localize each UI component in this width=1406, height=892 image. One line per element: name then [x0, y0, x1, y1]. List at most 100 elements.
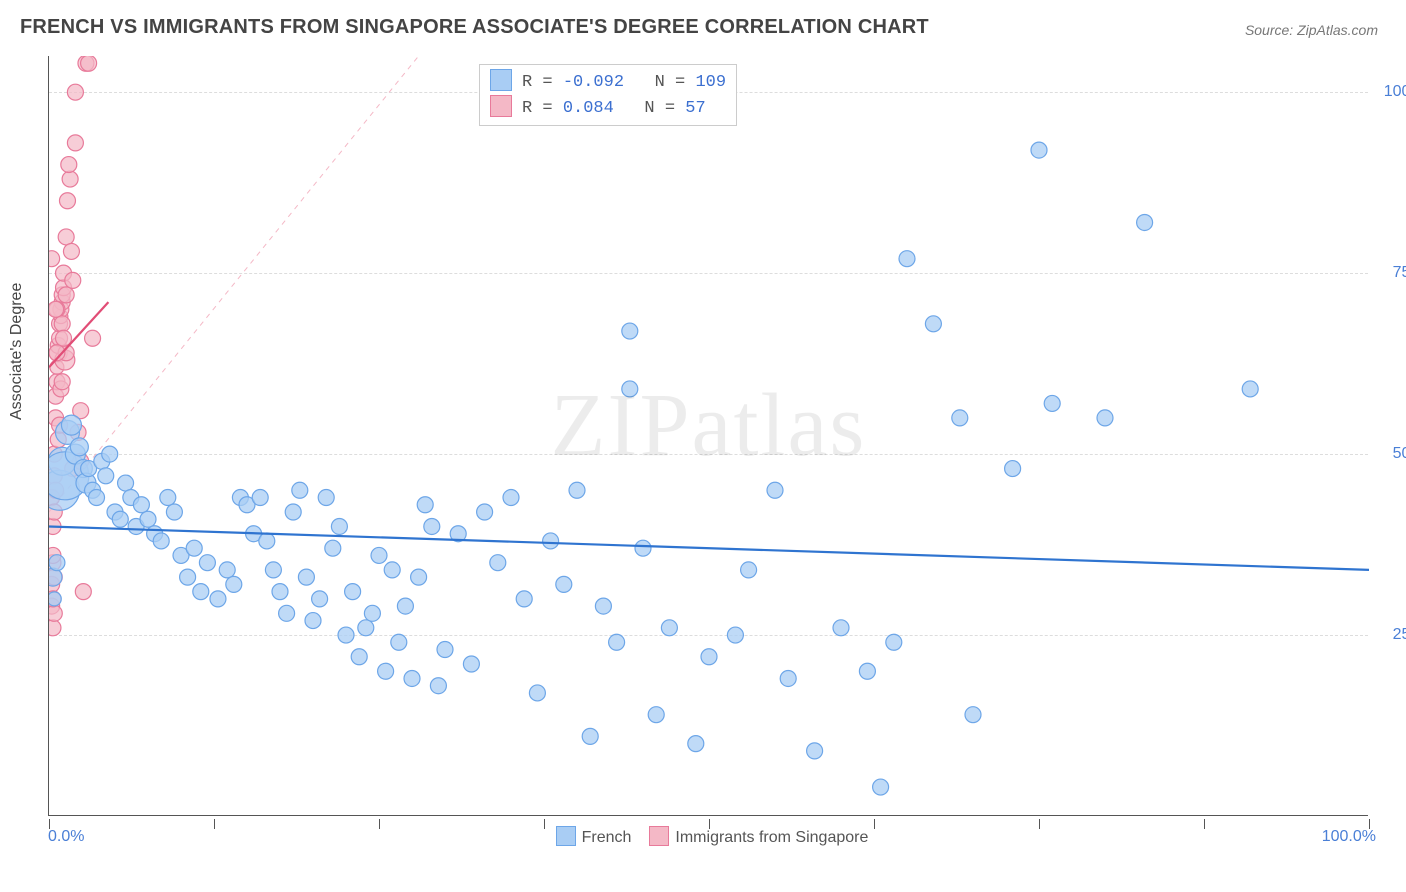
french-point [89, 490, 105, 506]
french-point [140, 511, 156, 527]
singapore-point [49, 620, 61, 636]
french-point [807, 743, 823, 759]
french-point [112, 511, 128, 527]
singapore-point [54, 316, 70, 332]
french-point [279, 605, 295, 621]
french-point [661, 620, 677, 636]
french-point [272, 584, 288, 600]
y-tick-label: 75.0% [1378, 264, 1406, 282]
legend-swatch [556, 826, 576, 846]
french-point [61, 415, 81, 435]
singapore-point [67, 84, 83, 100]
singapore-point [62, 171, 78, 187]
french-point [49, 555, 65, 571]
french-point [133, 497, 149, 513]
french-point [166, 504, 182, 520]
french-point [622, 381, 638, 397]
french-point [1137, 214, 1153, 230]
french-point [226, 576, 242, 592]
singapore-point [81, 56, 97, 71]
french-point [741, 562, 757, 578]
singapore-point [61, 157, 77, 173]
y-axis-label: Associate's Degree [8, 283, 26, 420]
singapore-point [63, 243, 79, 259]
y-tick-label: 50.0% [1378, 445, 1406, 463]
french-point [767, 482, 783, 498]
french-point [701, 649, 717, 665]
french-point [259, 533, 275, 549]
french-point [490, 555, 506, 571]
french-point [1005, 461, 1021, 477]
french-point [252, 490, 268, 506]
trend-line [49, 526, 1369, 569]
y-tick-label: 100.0% [1378, 83, 1406, 101]
r-value: -0.092 [563, 73, 624, 92]
french-point [635, 540, 651, 556]
french-point [569, 482, 585, 498]
r-value: 0.084 [563, 99, 614, 118]
chart-container: FRENCH VS IMMIGRANTS FROM SINGAPORE ASSO… [0, 0, 1406, 892]
french-point [463, 656, 479, 672]
n-label: N = [614, 99, 685, 118]
french-point [345, 584, 361, 600]
french-point [331, 518, 347, 534]
french-point [727, 627, 743, 643]
french-point [543, 533, 559, 549]
french-point [595, 598, 611, 614]
french-point [411, 569, 427, 585]
n-label: N = [624, 73, 695, 92]
french-point [378, 663, 394, 679]
n-value: 57 [685, 99, 705, 118]
french-point [265, 562, 281, 578]
singapore-point [58, 229, 74, 245]
french-point [404, 670, 420, 686]
french-point [925, 316, 941, 332]
french-point [199, 555, 215, 571]
french-point [210, 591, 226, 607]
french-point [1242, 381, 1258, 397]
singapore-point [54, 374, 70, 390]
french-point [833, 620, 849, 636]
french-point [391, 634, 407, 650]
french-point [351, 649, 367, 665]
bottom-legend: FrenchImmigrants from Singapore [0, 826, 1406, 847]
french-point [180, 569, 196, 585]
singapore-point [85, 330, 101, 346]
stats-legend: R = -0.092 N = 109R = 0.084 N = 57 [479, 64, 737, 126]
french-point [430, 678, 446, 694]
french-point [49, 592, 61, 606]
french-point [186, 540, 202, 556]
french-point [859, 663, 875, 679]
french-point [622, 323, 638, 339]
french-point [102, 446, 118, 462]
french-point [384, 562, 400, 578]
singapore-point [49, 605, 62, 621]
french-point [98, 468, 114, 484]
french-point [516, 591, 532, 607]
legend-swatch [490, 69, 512, 91]
r-label: R = [522, 73, 563, 92]
singapore-point [65, 272, 81, 288]
trend-line [49, 56, 419, 512]
french-point [780, 670, 796, 686]
french-point [609, 634, 625, 650]
french-point [437, 642, 453, 658]
french-point [325, 540, 341, 556]
french-point [582, 728, 598, 744]
singapore-point [49, 251, 60, 267]
french-point [688, 736, 704, 752]
french-point [1044, 395, 1060, 411]
legend-swatch [490, 95, 512, 117]
stats-legend-row: R = -0.092 N = 109 [490, 69, 726, 95]
french-point [305, 613, 321, 629]
singapore-point [58, 287, 74, 303]
french-point [193, 584, 209, 600]
french-point [397, 598, 413, 614]
french-point [298, 569, 314, 585]
french-point [358, 620, 374, 636]
french-point [338, 627, 354, 643]
french-point [1031, 142, 1047, 158]
french-point [503, 490, 519, 506]
french-point [292, 482, 308, 498]
y-tick-label: 25.0% [1378, 626, 1406, 644]
